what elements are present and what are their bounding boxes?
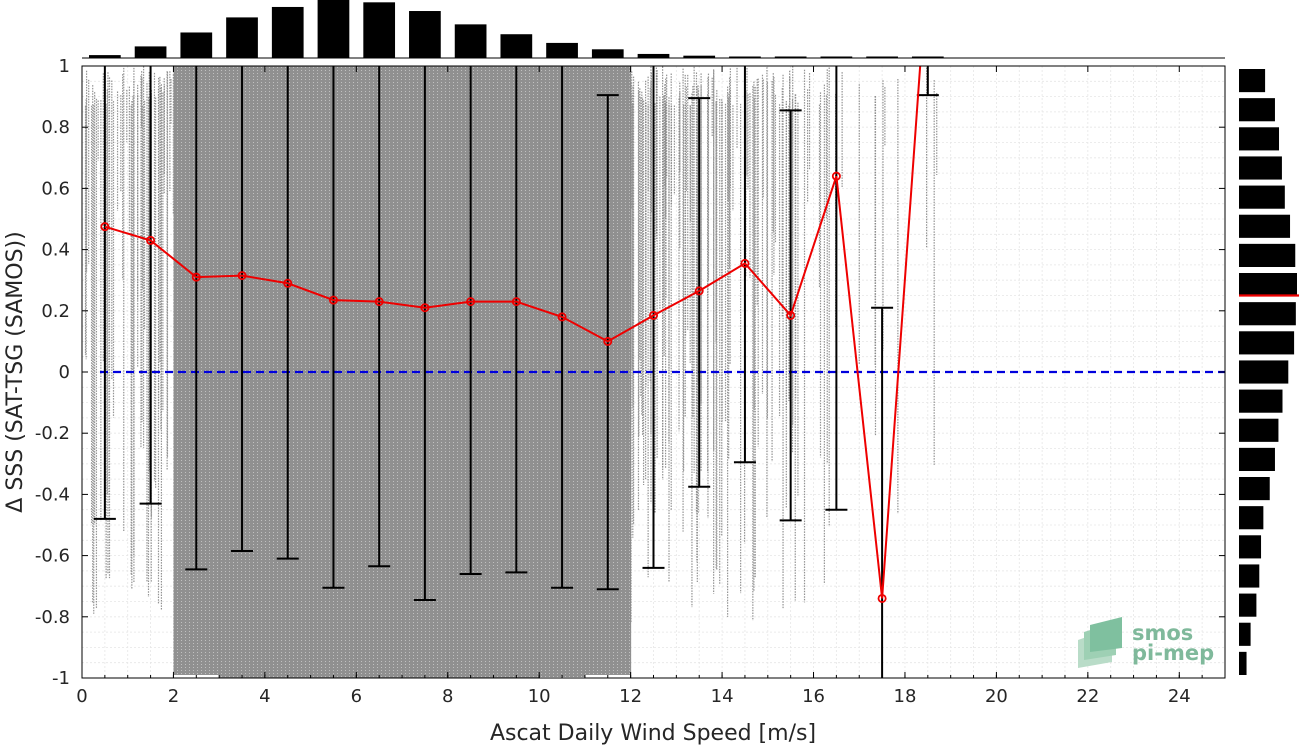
x-histogram-bar	[774, 56, 807, 58]
y-histogram-bar	[1239, 447, 1275, 471]
mean-point	[420, 303, 430, 313]
y-tick-label: -0.6	[35, 546, 70, 567]
y-tick-label: 0.4	[41, 240, 70, 261]
mean-point	[328, 295, 338, 305]
mean-point	[374, 297, 384, 307]
x-histogram-bar	[729, 56, 761, 58]
x-histogram-bar	[89, 55, 121, 58]
x-tick-label: 14	[711, 686, 734, 707]
mean-series	[100, 66, 922, 603]
y-tick-label: 0	[59, 362, 70, 383]
y-histogram-bar	[1239, 156, 1282, 180]
logo-mark-icon	[1078, 617, 1122, 668]
mean-point	[466, 297, 476, 307]
x-histogram-bar	[866, 56, 898, 58]
y-histogram-bar	[1239, 214, 1291, 238]
mean-point	[511, 297, 521, 307]
x-histogram-bar	[409, 11, 441, 58]
mean-point	[603, 336, 613, 346]
y-histogram-bar	[1239, 273, 1297, 297]
x-tick-label: 6	[351, 686, 362, 707]
y-tick-label: 0.2	[41, 301, 70, 322]
x-tick-label: 10	[528, 686, 551, 707]
y-histogram-bar	[1239, 127, 1280, 151]
x-histogram-bar	[546, 42, 578, 58]
mean-point	[649, 310, 659, 320]
x-histogram-bar	[500, 34, 533, 58]
x-tick-label: 12	[619, 686, 642, 707]
mean-line	[104, 66, 922, 599]
mean-point	[283, 278, 293, 288]
y-histogram-bar	[1239, 622, 1251, 646]
x-tick-label: 16	[802, 686, 825, 707]
mean-point	[786, 310, 796, 320]
mean-point	[146, 235, 156, 245]
y-histogram-bar	[1239, 331, 1295, 355]
y-tick-label: -0.4	[35, 484, 70, 505]
mean-point	[740, 258, 750, 268]
x-histogram-bar	[317, 0, 350, 58]
y-tick-label: 0.8	[41, 117, 70, 138]
y-tick-label: 0.6	[41, 178, 70, 199]
x-histogram-bar	[134, 46, 167, 58]
mean-point	[557, 312, 567, 322]
y-histogram-bar	[1239, 360, 1289, 384]
y-histogram-bar	[1239, 506, 1264, 530]
logo-text-smos: smos	[1132, 621, 1193, 645]
y-tick-label: -0.2	[35, 423, 70, 444]
y-histogram-bar	[1239, 593, 1257, 617]
y-histogram-bar	[1239, 389, 1283, 413]
x-histogram-bar	[271, 6, 304, 59]
y-histogram-bar	[1239, 243, 1296, 267]
y-histogram	[1239, 69, 1299, 675]
x-histogram-bar	[637, 53, 670, 58]
y-histogram-bar	[1239, 98, 1275, 122]
x-tick-label: 4	[259, 686, 270, 707]
y-histogram-bar	[1239, 564, 1260, 588]
x-axis-ticks: 0 2 4 6 8 10 12 14 16 18 20 22 24	[76, 66, 1226, 707]
mean-point	[100, 222, 110, 232]
x-tick-label: 24	[1168, 686, 1191, 707]
mean-point	[694, 286, 704, 296]
x-tick-label: 22	[1076, 686, 1099, 707]
y-axis-label: Δ SSS (SAT-TSG (SAMOS))	[3, 231, 28, 512]
x-histogram-bar	[180, 32, 213, 58]
error-bars	[93, 66, 939, 678]
y-axis-ticks: -1 -0.8 -0.6 -0.4 -0.2 0 0.2 0.4 0.6 0.8 1	[35, 56, 1225, 689]
smos-pimep-logo: smos pi-mep	[1078, 617, 1214, 668]
logo-text-pimep: pi-mep	[1132, 641, 1214, 665]
x-histogram-bar	[454, 24, 487, 58]
y-histogram-bar	[1239, 477, 1270, 501]
y-tick-label: 1	[59, 56, 70, 77]
y-histogram-bar	[1239, 418, 1279, 442]
x-histogram	[82, 0, 1225, 59]
x-tick-label: 8	[442, 686, 453, 707]
x-histogram-bar	[226, 17, 258, 58]
y-tick-label: -1	[52, 668, 70, 689]
y-histogram-bar	[1239, 535, 1262, 559]
x-tick-label: 20	[985, 686, 1008, 707]
y-tick-label: -0.8	[35, 607, 70, 628]
x-histogram-bar	[683, 55, 716, 58]
mean-point	[191, 272, 201, 282]
y-histogram-bar	[1239, 185, 1285, 209]
x-tick-label: 18	[894, 686, 917, 707]
y-histogram-bar	[1239, 69, 1266, 93]
x-histogram-bar	[911, 56, 944, 58]
y-histogram-bar	[1239, 302, 1296, 326]
x-tick-label: 2	[168, 686, 179, 707]
x-histogram-bar	[591, 49, 624, 58]
y-histogram-bar	[1239, 651, 1247, 675]
mean-point	[237, 271, 247, 281]
x-axis-label: Ascat Daily Wind Speed [m/s]	[490, 721, 816, 746]
x-histogram-bar	[820, 56, 853, 58]
mean-point	[831, 171, 841, 181]
mean-point	[877, 593, 887, 603]
x-tick-label: 0	[76, 686, 87, 707]
x-histogram-bar	[363, 2, 396, 59]
